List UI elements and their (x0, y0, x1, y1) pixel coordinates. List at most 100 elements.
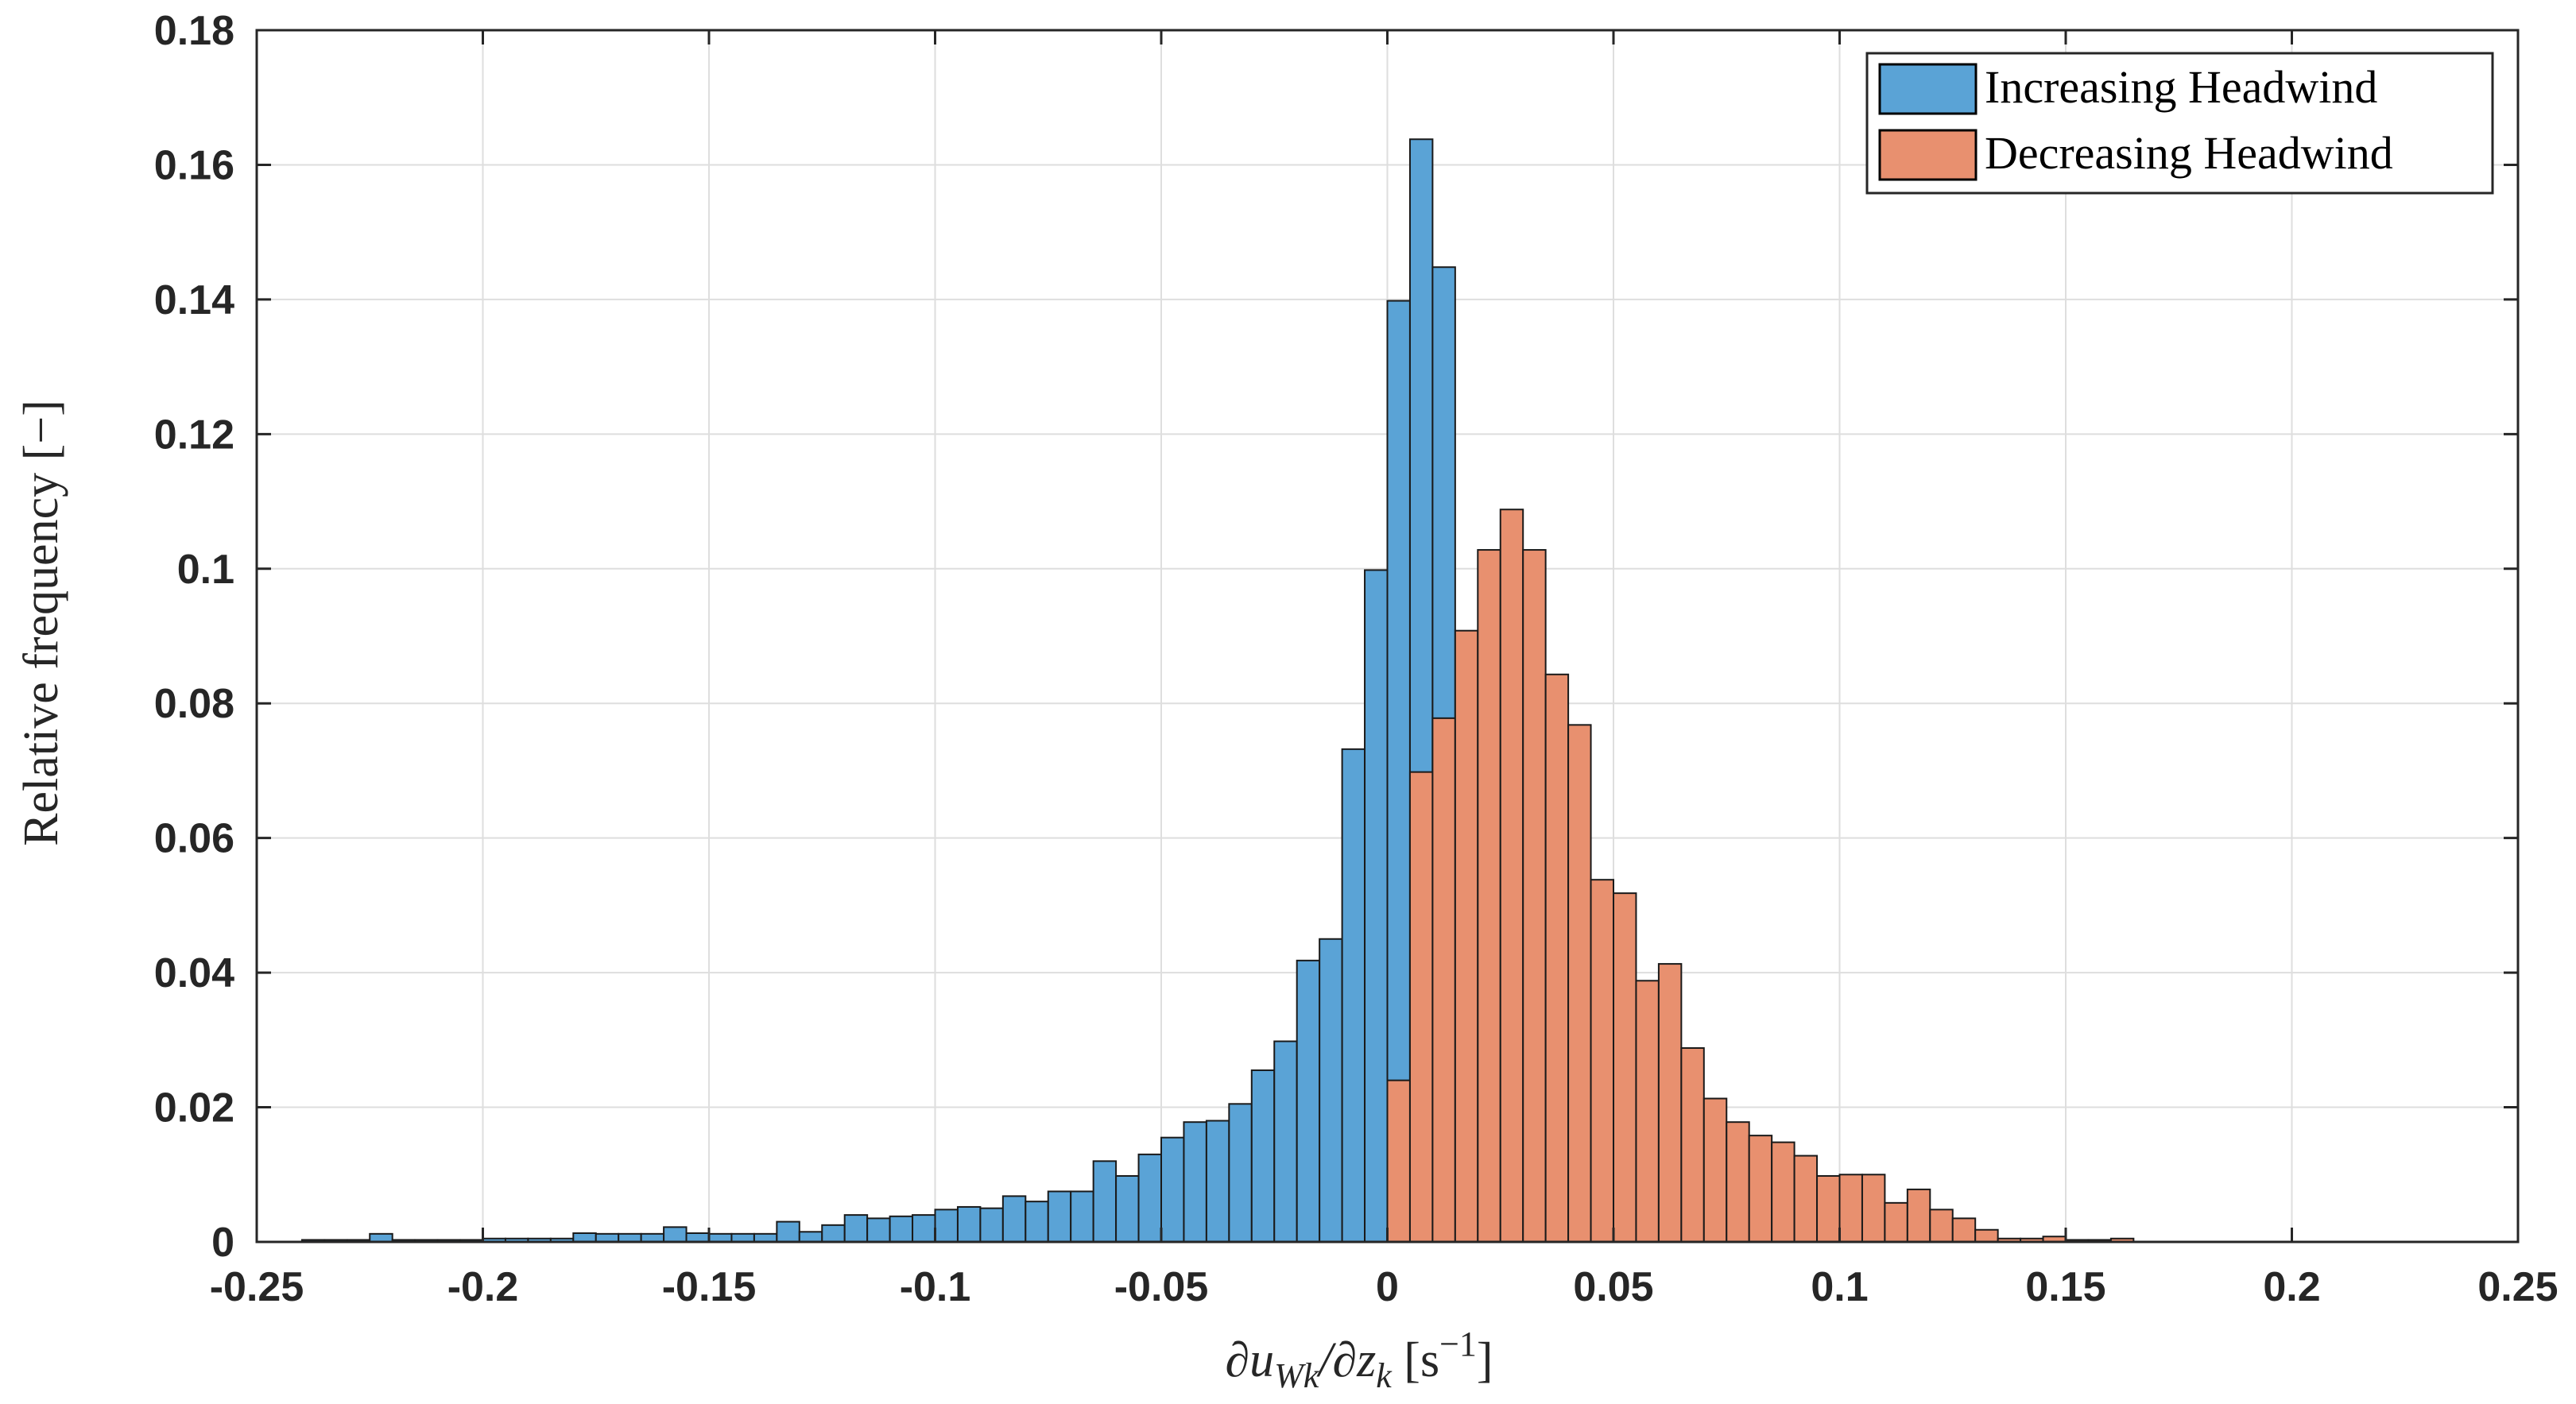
x-tick-label: 0.05 (1573, 1264, 1653, 1310)
x-tick-label: -0.15 (662, 1264, 757, 1310)
histogram-bar (369, 1232, 393, 1243)
x-axis-title-unit: [s (1392, 1333, 1439, 1387)
histogram-bar (776, 1220, 800, 1243)
histogram-bar (1273, 1040, 1298, 1243)
x-tick-label: -0.05 (1114, 1264, 1209, 1310)
x-tick-label: 0 (1376, 1264, 1399, 1310)
histogram-bar (640, 1232, 665, 1243)
y-tick-label: 0.14 (154, 277, 234, 323)
histogram-bar (595, 1232, 620, 1243)
histogram-bar (1771, 1141, 1795, 1243)
histogram-bar (1364, 569, 1389, 1243)
histogram-bar (979, 1207, 1004, 1243)
histogram-bar (618, 1232, 642, 1243)
x-axis-title-part: ∂u (1225, 1333, 1274, 1387)
histogram-bar (821, 1224, 846, 1243)
x-tick-label: 0.15 (2025, 1264, 2105, 1310)
histogram-bar (1816, 1174, 1841, 1243)
histogram-bar (1929, 1209, 1954, 1243)
histogram-bar (708, 1232, 733, 1243)
legend-label-increasing-headwind: Increasing Headwind (1985, 61, 2377, 113)
histogram-bar (1205, 1120, 1230, 1243)
histogram-bar (1884, 1201, 1908, 1243)
histogram-bar (1296, 959, 1321, 1243)
x-tick-label: 0.1 (1811, 1264, 1868, 1310)
x-axis-title-unit: ] (1477, 1333, 1493, 1387)
histogram-bar (1160, 1136, 1185, 1243)
legend-swatch-increasing-headwind (1878, 63, 1978, 115)
histogram-bar (934, 1209, 959, 1243)
legend-swatch-decreasing-headwind (1878, 129, 1978, 181)
histogram-bar (866, 1217, 891, 1243)
histogram-bar (1386, 1079, 1411, 1243)
histogram-bar (1544, 673, 1570, 1243)
histogram-bar (1613, 892, 1637, 1243)
histogram-bar (1748, 1135, 1773, 1243)
y-tick-label: 0.16 (154, 142, 234, 188)
histogram-bar (1408, 771, 1434, 1243)
x-tick-label: -0.2 (447, 1264, 519, 1310)
histogram-bar (1522, 549, 1547, 1243)
histogram-bar (1974, 1228, 1999, 1243)
y-tick-label: 0.12 (154, 412, 234, 458)
y-tick-label: 0.06 (154, 816, 234, 862)
x-tick-label: -0.25 (210, 1264, 304, 1310)
histogram-bar (1319, 938, 1343, 1243)
histogram-bar (1906, 1188, 1931, 1243)
histogram-bar (1567, 724, 1592, 1243)
y-axis-title: Relative frequency [−] (14, 400, 68, 846)
x-tick-labels: -0.25 -0.2 -0.15 -0.1 -0.05 0 0.05 0.1 0.15 0.2 0.… (210, 1264, 2559, 1310)
y-tick-label: 0.04 (154, 950, 234, 996)
histogram-bar (1070, 1190, 1094, 1243)
histogram-bar (889, 1215, 914, 1243)
histogram-bar (1635, 980, 1660, 1243)
histogram-bar (685, 1232, 710, 1243)
histogram-bar (1250, 1069, 1276, 1243)
histogram-bar (1702, 1097, 1728, 1243)
histogram-bar (1680, 1047, 1705, 1243)
histogram-bar (572, 1232, 597, 1243)
histogram-bar (1657, 963, 1683, 1243)
legend: Increasing Headwind Decreasing Headwind (1865, 52, 2494, 195)
x-axis-title-subscript: k (1376, 1356, 1393, 1395)
histogram-bar (1228, 1103, 1253, 1243)
y-tick-label: 0.08 (154, 681, 234, 727)
histogram-bar (1861, 1174, 1886, 1243)
y-tick-label: 0.1 (177, 547, 234, 593)
axis-ticks (255, 29, 2520, 1243)
y-tick-label: 0 (211, 1220, 234, 1266)
histogram-bar (798, 1231, 823, 1243)
x-axis-title-superscript: −1 (1439, 1325, 1477, 1363)
histogram-bar (1431, 717, 1456, 1243)
histogram-bar (1951, 1217, 1977, 1243)
histogram-bar (1454, 629, 1479, 1243)
histogram-bar (1137, 1153, 1163, 1243)
histogram-bar (1047, 1190, 1072, 1243)
series-decreasing-headwind (1386, 509, 2135, 1243)
histogram-bar (843, 1214, 869, 1243)
histogram-bar (1341, 748, 1366, 1243)
histogram-bar (1726, 1121, 1750, 1243)
histogram-bar (1838, 1174, 1863, 1243)
histogram-bar (1793, 1155, 1819, 1243)
histogram-bar (730, 1232, 755, 1243)
histogram-bar (1115, 1174, 1140, 1243)
histogram-bar (1590, 879, 1615, 1243)
y-tick-labels: 0 0.02 0.04 0.06 0.08 0.1 0.12 0.14 0.16 0.18 (154, 8, 234, 1266)
x-axis-title-part: /∂z (1316, 1333, 1376, 1387)
histogram-bar (1092, 1160, 1118, 1243)
histogram-bar (1183, 1121, 1207, 1243)
histogram-bar (663, 1226, 688, 1243)
x-tick-label: -0.1 (900, 1264, 971, 1310)
histogram-bar (1025, 1201, 1049, 1243)
histogram-bar (753, 1232, 778, 1243)
histogram-bars (300, 138, 2135, 1243)
histogram-bar (912, 1214, 936, 1243)
legend-label-decreasing-headwind: Decreasing Headwind (1985, 127, 2393, 179)
histogram-bar (1001, 1195, 1027, 1243)
y-tick-label: 0.02 (154, 1085, 234, 1131)
histogram-bar (1477, 549, 1501, 1243)
histogram-bar (1499, 509, 1524, 1243)
x-tick-label: 0.2 (2263, 1264, 2320, 1310)
